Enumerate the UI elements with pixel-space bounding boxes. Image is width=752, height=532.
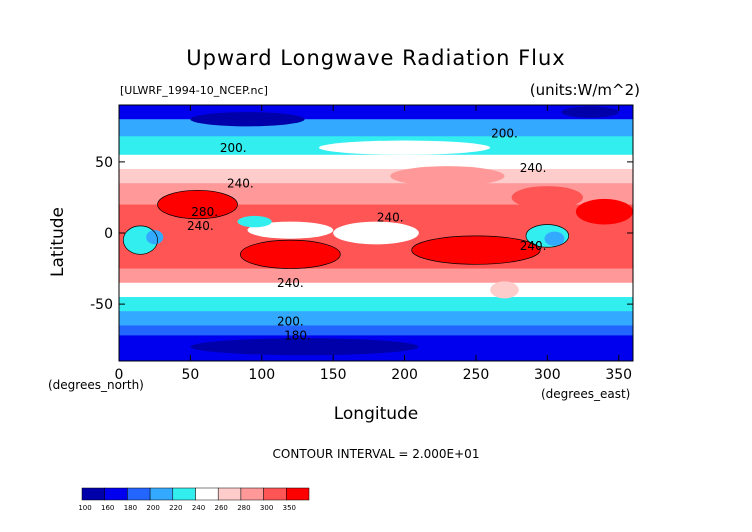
heat-region-13 <box>190 112 305 127</box>
legend-level-3: 200 <box>146 504 159 512</box>
heat-region-7 <box>146 230 164 245</box>
heat-region-0 <box>157 190 238 219</box>
x-tick-label-0: 0 <box>115 367 124 383</box>
legend-level-5: 240 <box>192 504 205 512</box>
legend-swatch-0 <box>81 487 105 501</box>
heat-region-10 <box>247 221 334 239</box>
heat-region-15 <box>190 338 419 356</box>
contour-line-0 <box>157 189 238 220</box>
heat-region-16 <box>490 281 519 299</box>
heat-band-8 <box>119 268 633 284</box>
contour-line-3 <box>122 225 158 255</box>
contour-label-3: 240. <box>520 161 547 175</box>
legend-level-9: 350 <box>283 504 296 512</box>
heat-band-10 <box>119 297 633 312</box>
legend-swatch-2 <box>127 487 151 501</box>
legend-swatch-3 <box>149 487 174 501</box>
heat-region-2 <box>411 235 541 265</box>
heat-band-4 <box>119 169 633 184</box>
contour-label-2: 240. <box>227 176 254 190</box>
heat-band-9 <box>119 282 633 298</box>
contour-label-8: 240. <box>277 276 304 290</box>
legend-swatch-6 <box>217 487 242 501</box>
heat-band-5 <box>119 183 633 206</box>
legend-swatch-8 <box>263 487 287 501</box>
contour-line-2 <box>411 235 541 265</box>
legend-level-2: 180 <box>124 504 137 512</box>
heat-region-1 <box>240 240 341 269</box>
x-tick-label-3: 150 <box>320 367 347 383</box>
legend-swatch-5 <box>195 487 219 501</box>
y-tick-label-0: -50 <box>90 297 113 313</box>
heat-region-17 <box>390 166 505 187</box>
file-tag: [ULWRF_1994-10_NCEP.nc] <box>120 84 268 97</box>
contour-interval-label: CONTOUR INTERVAL = 2.000E+01 <box>272 447 480 461</box>
legend-level-1: 160 <box>101 504 114 512</box>
y-tick-label-2: 50 <box>95 155 113 171</box>
heat-region-4 <box>511 186 584 209</box>
legend-level-7: 280 <box>237 504 250 512</box>
x-tick-label-5: 250 <box>463 367 490 383</box>
contour-label-4: 280. <box>191 205 218 219</box>
contour-label-0: 200. <box>220 141 247 155</box>
legend-level-0: 100 <box>78 504 91 512</box>
contour-label-6: 240. <box>377 211 404 225</box>
heat-band-11 <box>119 311 633 326</box>
heat-band-3 <box>119 154 633 170</box>
chart-title: Upward Longwave Radiation Flux <box>186 46 566 70</box>
x-tick-label-4: 200 <box>391 367 418 383</box>
x-axis-label: Longitude <box>333 404 419 424</box>
units-label: (units:W/m^2) <box>529 81 640 99</box>
contour-label-7: 240. <box>520 239 547 253</box>
heat-band-12 <box>119 325 633 336</box>
y-tick-label-1: 0 <box>104 226 113 242</box>
legend-swatch-7 <box>240 487 264 501</box>
legend-level-6: 260 <box>215 504 228 512</box>
x-tick-label-2: 100 <box>248 367 275 383</box>
legend-swatch-1 <box>104 487 128 501</box>
contour-line-1 <box>240 239 341 269</box>
x-tick-label-6: 300 <box>534 367 561 383</box>
contour-line-4 <box>525 224 570 248</box>
heat-region-12 <box>318 140 491 155</box>
heat-region-9 <box>544 231 565 246</box>
legend-swatch-4 <box>172 487 196 501</box>
legend-level-8: 300 <box>260 504 273 512</box>
y-unit-note: (degrees_north) <box>48 378 144 392</box>
contour-label-9: 200. <box>277 314 304 328</box>
contour-label-5: 240. <box>187 219 214 233</box>
x-tick-label-1: 50 <box>181 367 199 383</box>
y-axis-label: Latitude <box>48 207 68 277</box>
heat-region-3 <box>575 198 633 225</box>
heat-region-5 <box>333 221 419 245</box>
contour-label-10: 180. <box>284 329 311 343</box>
x-unit-note: (degrees_east) <box>541 387 631 401</box>
contour-label-1: 200. <box>491 127 518 141</box>
heat-region-14 <box>561 106 619 118</box>
heat-region-11 <box>237 215 272 228</box>
legend-swatch-9 <box>286 487 310 501</box>
legend-level-4: 220 <box>169 504 182 512</box>
x-tick-label-7: 350 <box>605 367 632 383</box>
